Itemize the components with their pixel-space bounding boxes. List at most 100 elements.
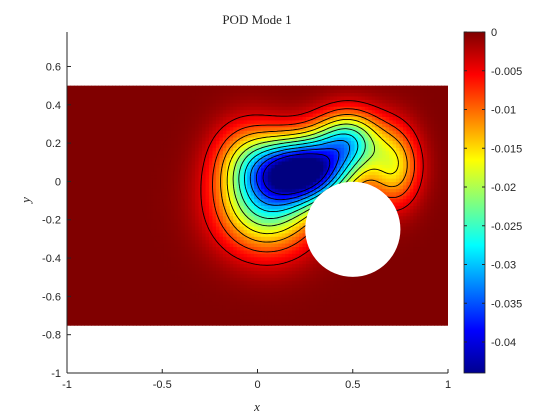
heatmap-cell <box>105 246 110 251</box>
heatmap-cell <box>309 266 314 271</box>
heatmap-cell <box>226 95 231 100</box>
heatmap-cell <box>250 311 255 316</box>
heatmap-cell <box>163 212 169 217</box>
heatmap-cell <box>139 239 144 244</box>
heatmap-cell <box>143 160 148 165</box>
heatmap-cell <box>167 246 172 251</box>
heatmap-cell <box>257 249 262 254</box>
heatmap-cell <box>157 167 162 172</box>
heatmap-cell <box>136 270 141 275</box>
heatmap-cell <box>112 318 117 323</box>
heatmap-cell <box>94 260 99 265</box>
heatmap-cell <box>288 297 293 302</box>
heatmap-cell <box>233 256 238 261</box>
heatmap-cell <box>143 314 148 319</box>
heatmap-cell <box>98 308 103 313</box>
heatmap-cell <box>181 321 186 326</box>
heatmap-cell <box>222 126 227 131</box>
heatmap-cell <box>167 89 172 94</box>
heatmap-cell <box>260 143 266 148</box>
heatmap-cell <box>229 171 234 176</box>
heatmap-cell <box>84 246 89 251</box>
heatmap-cell <box>122 160 127 165</box>
heatmap-cell <box>146 106 151 111</box>
heatmap-cell <box>195 181 200 186</box>
heatmap-cell <box>281 95 286 100</box>
heatmap-cell <box>281 273 286 278</box>
heatmap-cell <box>305 311 311 316</box>
heatmap-cell <box>264 160 269 165</box>
heatmap-cell <box>136 287 141 292</box>
heatmap-cell <box>80 154 85 159</box>
heatmap-cell <box>112 321 117 326</box>
heatmap-cell <box>115 106 120 111</box>
heatmap-cell <box>191 167 196 172</box>
heatmap-cell <box>174 143 179 148</box>
heatmap-cell <box>118 113 124 118</box>
heatmap-cell <box>278 174 283 179</box>
heatmap-cell <box>98 130 103 135</box>
heatmap-cell <box>226 147 231 152</box>
heatmap-cell <box>184 219 189 224</box>
heatmap-cell <box>205 277 210 282</box>
heatmap-cell <box>302 184 307 189</box>
heatmap-cell <box>299 243 304 248</box>
heatmap-cell <box>84 147 89 152</box>
heatmap-cell <box>267 116 272 121</box>
heatmap-cell <box>240 314 245 319</box>
heatmap-cell <box>250 130 255 135</box>
heatmap-cell <box>247 150 252 155</box>
heatmap-cell <box>177 229 182 234</box>
heatmap-cell <box>295 287 300 292</box>
heatmap-cell <box>125 188 130 193</box>
heatmap-cell <box>226 212 231 217</box>
heatmap-cell <box>118 167 124 172</box>
heatmap-cell <box>285 290 290 295</box>
heatmap-cell <box>236 89 241 94</box>
heatmap-cell <box>188 280 193 285</box>
heatmap-cell <box>257 195 262 200</box>
heatmap-cell <box>153 113 158 118</box>
heatmap-cell <box>260 116 266 121</box>
heatmap-cell <box>157 109 162 114</box>
heatmap-cell <box>233 113 238 118</box>
heatmap-cell <box>70 116 75 121</box>
heatmap-cell <box>129 147 134 152</box>
heatmap-cell <box>233 301 238 306</box>
heatmap-cell <box>240 171 245 176</box>
heatmap-cell <box>80 195 85 200</box>
heatmap-cell <box>222 136 227 141</box>
heatmap-cell <box>202 229 207 234</box>
heatmap-cell <box>98 123 103 128</box>
heatmap-cell <box>219 297 224 302</box>
heatmap-cell <box>67 95 72 100</box>
heatmap-cell <box>129 297 134 302</box>
heatmap-cell <box>80 232 85 237</box>
heatmap-cell <box>215 205 220 210</box>
heatmap-cell <box>115 109 120 114</box>
heatmap-cell <box>105 167 110 172</box>
heatmap-cell <box>288 308 293 313</box>
heatmap-cell <box>254 290 259 295</box>
heatmap-cell <box>278 99 283 104</box>
heatmap-cell <box>257 92 262 97</box>
heatmap-cell <box>274 284 279 289</box>
heatmap-cell <box>292 290 297 295</box>
heatmap-cell <box>132 225 137 230</box>
heatmap-cell <box>87 191 92 196</box>
heatmap-cell <box>191 239 196 244</box>
heatmap-cell <box>191 178 196 183</box>
heatmap-cell <box>264 116 269 121</box>
heatmap-cell <box>292 294 297 299</box>
heatmap-cell <box>243 304 248 309</box>
heatmap-cell <box>215 219 220 224</box>
heatmap-cell <box>94 301 99 306</box>
heatmap-cell <box>84 243 89 248</box>
heatmap-cell <box>84 178 89 183</box>
heatmap-cell <box>101 263 106 268</box>
heatmap-cell <box>292 92 297 97</box>
heatmap-cell <box>292 195 297 200</box>
heatmap-cell <box>299 321 304 326</box>
heatmap-cell <box>170 208 175 213</box>
heatmap-cell <box>274 249 279 254</box>
